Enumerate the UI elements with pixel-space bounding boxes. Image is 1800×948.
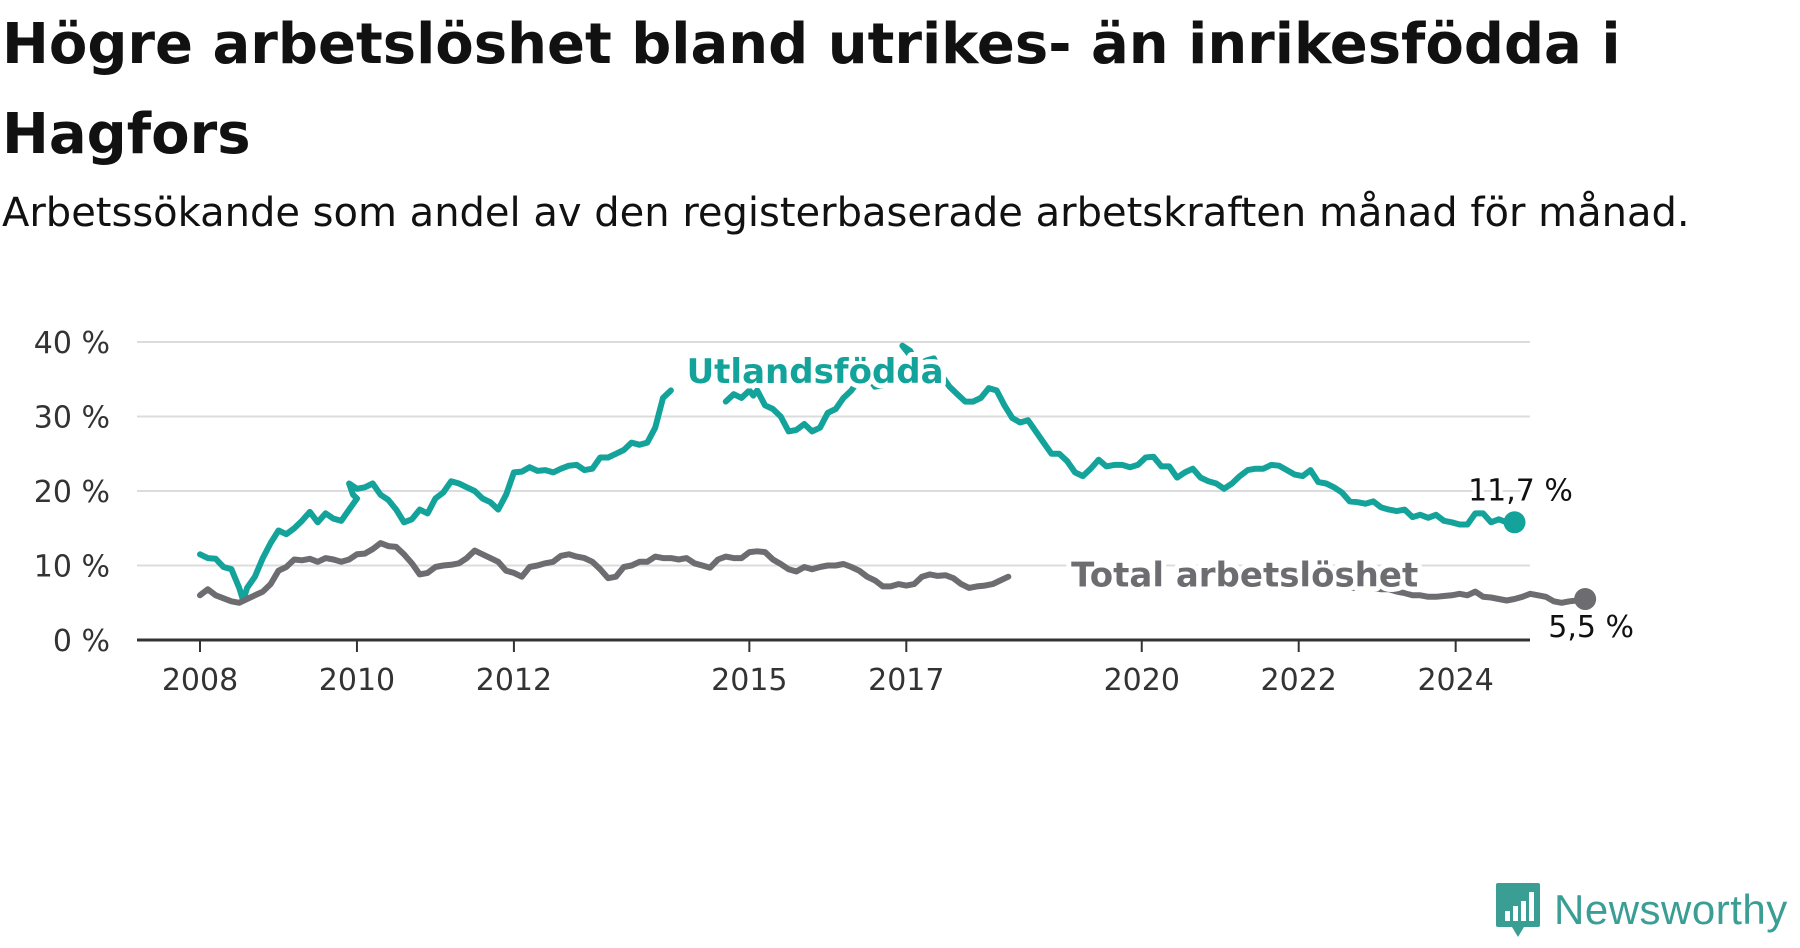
brand-name: Newsworthy <box>1554 886 1788 933</box>
y-tick-label: 40 % <box>34 330 110 361</box>
x-tick-label: 2024 <box>1417 663 1493 698</box>
x-tick-label: 2015 <box>711 663 787 698</box>
line-chart: 0 % 10 % 20 % 30 % 40 % 2008 2010 2012 2015 2017 2… <box>34 330 1638 698</box>
series-label-halo: Utlandsfödda <box>687 352 944 392</box>
x-tick-label: 2022 <box>1261 663 1337 698</box>
x-tick-label: 2017 <box>868 663 944 698</box>
series-label: Utlandsfödda <box>687 352 944 392</box>
series-line-utlandsfodda <box>197 387 674 604</box>
series-line-utlandsfodda <box>722 342 1518 528</box>
x-tick-label: 2020 <box>1104 663 1180 698</box>
brand: Newsworthy <box>1494 880 1788 940</box>
y-tick-label: 20 % <box>34 475 110 510</box>
end-value-label: 5,5 % <box>1548 610 1634 645</box>
end-value-label: 11,7 % <box>1468 473 1573 508</box>
end-value-halo: 11,7 % <box>1468 473 1573 508</box>
series-label-halo: Total arbetslöshet <box>1071 555 1418 595</box>
series-end-marker <box>1574 588 1597 611</box>
x-tick-label: 2010 <box>319 663 395 698</box>
end-value-halo: 5,5 % <box>1548 610 1634 645</box>
series-label: Total arbetslöshet <box>1071 555 1418 595</box>
page-subtitle: Arbetssökande som andel av den registerb… <box>2 190 1690 236</box>
newsworthy-logo-icon <box>1496 883 1540 937</box>
series-line-total <box>1323 581 1589 606</box>
y-tick-label: 0 % <box>53 624 110 659</box>
x-tick-label: 2008 <box>162 663 238 698</box>
x-tick-label: 2012 <box>476 663 552 698</box>
series-end-marker <box>1503 511 1526 534</box>
page-title: Högre arbetslöshet bland utrikes- än inr… <box>2 12 1621 167</box>
y-tick-label: 30 % <box>34 401 110 436</box>
series-line-total <box>197 540 1012 606</box>
y-tick-label: 10 % <box>34 550 110 585</box>
